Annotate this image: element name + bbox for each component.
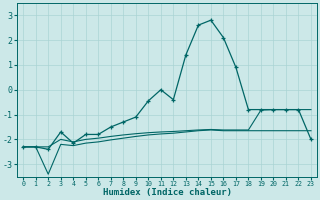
X-axis label: Humidex (Indice chaleur): Humidex (Indice chaleur): [103, 188, 232, 197]
